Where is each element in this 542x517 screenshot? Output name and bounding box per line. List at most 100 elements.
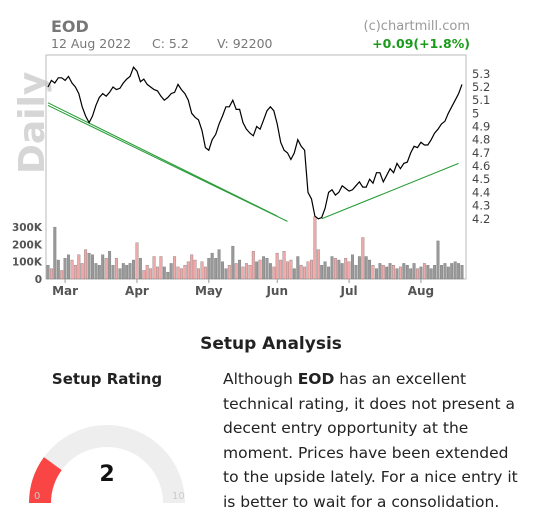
volume-bar — [433, 265, 437, 280]
price-tick-label: 5 — [472, 106, 479, 120]
volume-bar — [258, 259, 262, 280]
volume-bar — [422, 263, 426, 280]
volume-bar — [388, 263, 392, 280]
volume-bar — [268, 263, 272, 280]
setup-rating-gauge — [29, 425, 185, 504]
volume-bar — [364, 256, 368, 280]
volume-bar — [162, 266, 166, 280]
volume-bar — [303, 266, 307, 280]
volume-bar — [248, 265, 252, 280]
volume-bar — [152, 256, 156, 280]
volume-bar — [289, 259, 293, 280]
stock-chart: EOD (c)chartmill.com 12 Aug 2022 C: 5.2 … — [12, 17, 490, 298]
volume-bar — [275, 252, 279, 280]
volume-bar — [156, 266, 159, 280]
analysis-text-before: Although — [223, 370, 298, 388]
volume-bar — [354, 265, 358, 280]
volume-bar — [114, 258, 118, 280]
volume-bar — [244, 263, 248, 280]
month-label: Mar — [52, 284, 78, 298]
header: EOD (c)chartmill.com 12 Aug 2022 C: 5.2 … — [12, 17, 470, 174]
price-tick-label: 5.3 — [472, 67, 490, 81]
volume-bar — [395, 268, 399, 280]
volume-bar — [282, 251, 286, 280]
volume-bar — [450, 263, 454, 280]
volume-bar — [183, 265, 187, 280]
volume-bar — [97, 265, 101, 280]
volume-bar — [118, 268, 122, 280]
volume-bar — [436, 240, 440, 280]
volume-bar — [111, 265, 115, 280]
price-tick-label: 5.1 — [472, 93, 490, 107]
volume-bar — [351, 254, 354, 280]
volume-bar — [234, 263, 238, 280]
volume-bar — [70, 259, 74, 280]
volume-bar — [251, 251, 255, 280]
volume-bar — [87, 252, 91, 280]
volume-bar — [337, 259, 341, 280]
volume-bar — [453, 261, 457, 280]
volume-bar — [272, 266, 276, 280]
trendline — [321, 162, 459, 220]
volume-bar — [63, 258, 67, 280]
volume-bar — [402, 263, 406, 280]
volume-bar — [347, 261, 351, 280]
volume-bar — [333, 258, 337, 280]
price-tick-label: 4.7 — [472, 146, 490, 160]
volume-bar — [91, 254, 94, 280]
volume-bar — [460, 265, 464, 280]
price-axis: 5.35.25.154.94.84.74.64.54.44.34.2 — [472, 67, 490, 226]
volume-bar — [197, 268, 200, 280]
volume-bar — [121, 263, 125, 280]
volume-bar — [241, 266, 245, 280]
volume-label: V: 92200 — [217, 36, 273, 51]
month-label: Jul — [340, 284, 358, 298]
plot-frame — [45, 54, 467, 280]
volume-bar — [104, 258, 108, 280]
volume-bar — [176, 266, 180, 280]
volume-bar — [327, 266, 331, 280]
volume-bar — [221, 261, 224, 280]
volume-bar — [46, 265, 50, 280]
analysis-ticker: EOD — [297, 370, 335, 388]
ticker-title: EOD — [51, 17, 89, 36]
volume-bar — [53, 226, 57, 280]
analysis-text-after: has an excellent technical rating, it do… — [223, 370, 518, 511]
volume-bar — [210, 252, 214, 280]
volume-bar — [357, 256, 361, 280]
volume-bar — [238, 259, 242, 280]
volume-axis: 300K 200K 100K 0 — [12, 222, 43, 286]
volume-bar — [108, 251, 112, 280]
volume-bar — [378, 263, 382, 280]
month-label: Jun — [265, 284, 288, 298]
trendline — [47, 104, 288, 222]
month-label: Aug — [408, 284, 434, 298]
volume-bar — [49, 268, 53, 280]
volume-bar — [265, 258, 269, 280]
volume-bar — [166, 271, 170, 280]
volume-bar — [128, 263, 132, 280]
trendline — [47, 102, 278, 217]
setup-rating-value: 2 — [99, 462, 115, 487]
volume-bar — [361, 237, 365, 280]
volume-bar — [416, 268, 419, 280]
volume-bar — [316, 249, 320, 280]
price-tick-label: 4.2 — [472, 212, 490, 226]
volume-bar — [320, 265, 324, 280]
trendlines — [47, 102, 459, 222]
watermark: (c)chartmill.com — [364, 19, 470, 34]
volume-bar — [203, 266, 207, 280]
volume-bar — [200, 261, 204, 280]
change-label: +0.09(+1.8%) — [372, 36, 470, 51]
date-label: 12 Aug 2022 — [51, 36, 131, 51]
volume-tick-label: 0 — [35, 274, 42, 286]
price-tick-label: 4.4 — [472, 185, 490, 199]
volume-bar — [279, 259, 283, 280]
volume-bar — [142, 270, 146, 280]
volume-bar — [67, 254, 70, 280]
volume-bar — [94, 263, 98, 280]
volume-bar — [224, 268, 228, 280]
price-line — [47, 66, 463, 220]
volume-bar — [426, 265, 430, 280]
volume-bar — [405, 265, 409, 280]
